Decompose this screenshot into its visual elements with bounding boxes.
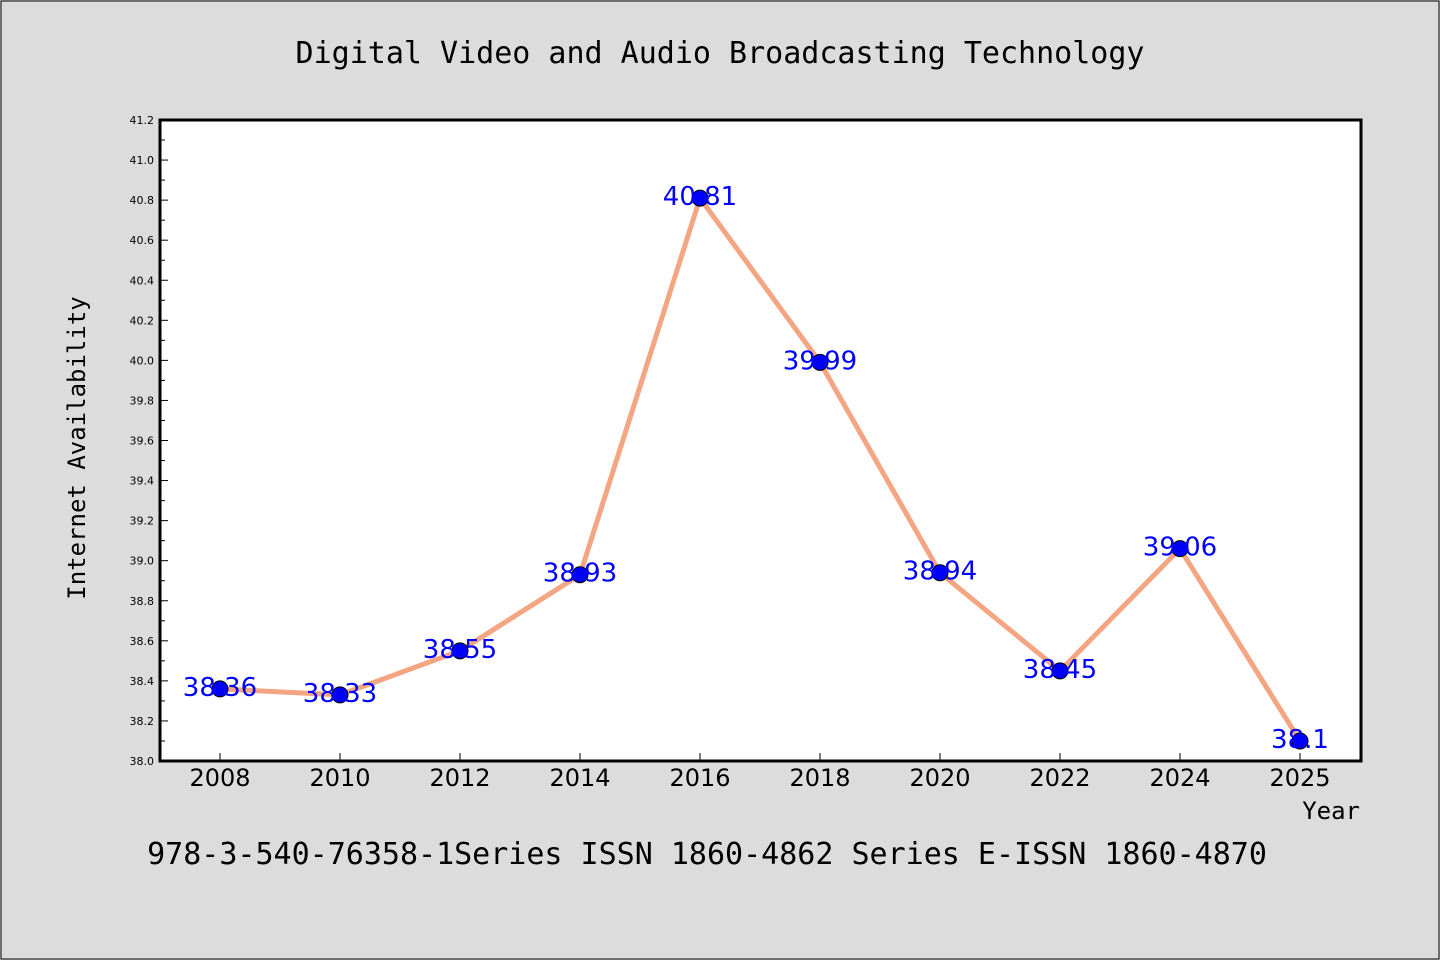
data-point: [691, 189, 709, 207]
y-tick-label: 38.2: [130, 715, 155, 728]
data-point: [1291, 732, 1309, 750]
data-label: 38.55: [423, 635, 497, 665]
data-point: [211, 680, 229, 698]
x-tick-label: 2022: [1029, 764, 1090, 792]
chart-title: Digital Video and Audio Broadcasting Tec…: [296, 36, 1145, 71]
plot-frame: [158, 118, 1363, 763]
y-tick-label: 41.2: [130, 114, 155, 127]
x-tick-label: 2010: [309, 764, 370, 792]
data-point: [1171, 540, 1189, 558]
y-tick-label: 38.8: [130, 595, 155, 608]
y-axis-label: Internet Availability: [63, 296, 91, 599]
x-tick-label: 2008: [189, 764, 250, 792]
y-tick-label: 38.0: [130, 755, 155, 768]
y-tick-label: 41.0: [130, 154, 155, 167]
y-tick-label: 40.8: [130, 194, 155, 207]
data-label: 39.06: [1143, 533, 1217, 563]
y-tick-label: 40.2: [130, 314, 155, 327]
y-tick-label: 39.6: [130, 435, 155, 448]
x-tick-label: 2020: [909, 764, 970, 792]
y-tick-label: 40.0: [130, 354, 155, 367]
data-point: [931, 564, 949, 582]
data-label: 39.99: [783, 346, 857, 376]
data-label: 38.45: [1023, 655, 1097, 685]
data-point: [451, 642, 469, 660]
x-tick-label: 2012: [429, 764, 490, 792]
data-label: 38.36: [183, 673, 257, 703]
x-tick-label: 2016: [669, 764, 730, 792]
x-tick-label: 2018: [789, 764, 850, 792]
data-label: 40.81: [663, 182, 737, 212]
y-tick-label: 39.2: [130, 515, 155, 528]
data-label: 38.94: [903, 557, 977, 587]
y-tick-label: 38.4: [130, 675, 155, 688]
y-tick-label: 38.6: [130, 635, 155, 648]
data-point: [331, 686, 349, 704]
y-tick-label: 40.4: [130, 274, 155, 287]
x-axis-label: Year: [1302, 797, 1360, 825]
data-label: 38.33: [303, 679, 377, 709]
footer-isbn-text: 978-3-540-76358-1Series ISSN 1860-4862 S…: [147, 837, 1267, 872]
data-point: [1051, 662, 1069, 680]
data-label: 38.1: [1271, 725, 1329, 755]
data-label: 38.93: [543, 559, 617, 589]
y-tick-label: 39.8: [130, 394, 155, 407]
y-tick-label: 39.4: [130, 475, 155, 488]
y-tick-label: 39.0: [130, 555, 155, 568]
x-tick-label: 2025: [1269, 764, 1330, 792]
x-tick-label: 2024: [1149, 764, 1210, 792]
series-line: [217, 195, 1303, 744]
data-point: [811, 353, 829, 371]
y-tick-label: 40.6: [130, 234, 155, 247]
plot-area: 38.0 38.2 38.4 38.6 38.8 39.0 39.2 39.4 39.6 39.8…: [130, 114, 1363, 792]
data-point: [571, 566, 589, 584]
x-tick-label: 2014: [549, 764, 610, 792]
